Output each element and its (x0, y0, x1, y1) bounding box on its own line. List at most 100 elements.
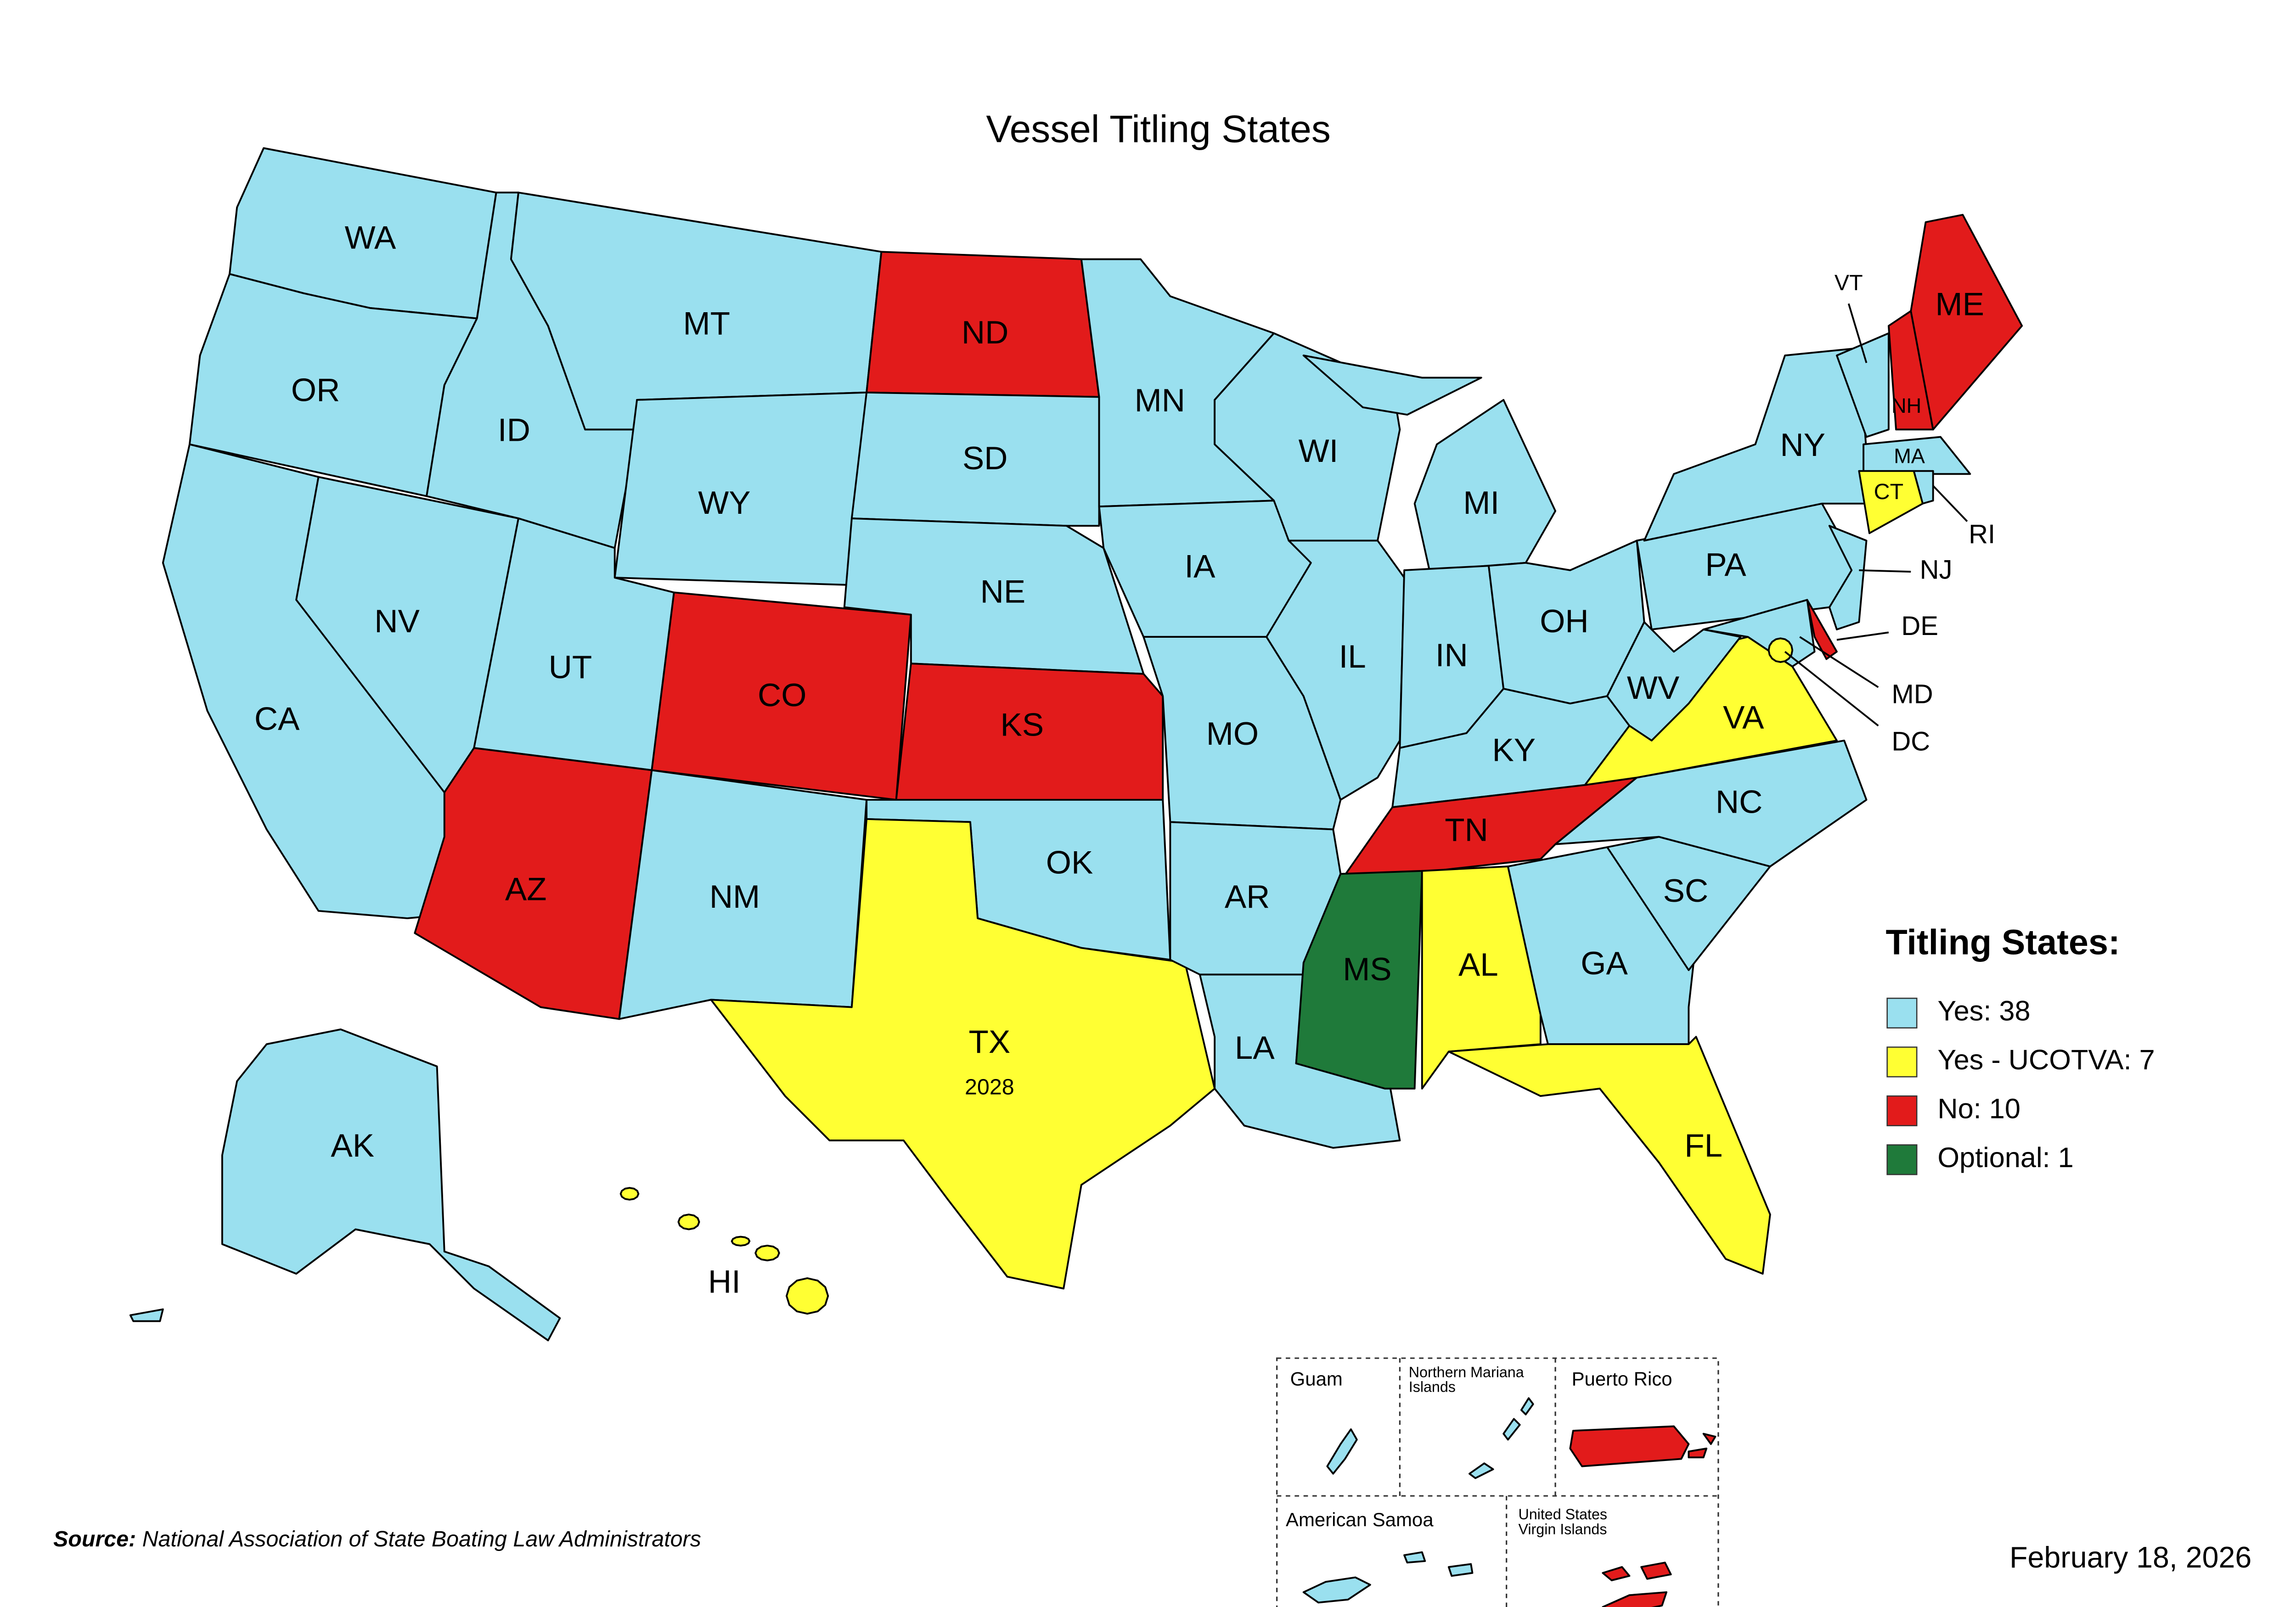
state-label: OH (1540, 603, 1588, 640)
territory-label: United States Virgin Islands (1518, 1506, 1607, 1537)
leader-line (1932, 485, 1968, 522)
legend-swatch (1886, 1046, 1918, 1078)
legend-swatch (1886, 1144, 1918, 1175)
state-shape (1836, 332, 1890, 438)
state-shape (895, 663, 1164, 801)
leader-line (1847, 303, 1868, 363)
state-label: AZ (505, 871, 547, 908)
state-label: AR (1225, 879, 1270, 915)
state-label: WI (1299, 433, 1339, 469)
state-label: MD (1891, 679, 1933, 709)
state-shape (1828, 525, 1868, 630)
leader-line (1859, 569, 1911, 573)
state-shape (129, 1028, 561, 1342)
state-shape (1266, 539, 1405, 801)
state-label: CA (254, 701, 300, 737)
territory-label-line: United States (1518, 1506, 1607, 1523)
source-text: National Association of State Boating La… (142, 1527, 701, 1551)
state-label: TX (969, 1024, 1011, 1060)
territory-shape (1469, 1397, 1534, 1479)
state-label: GA (1581, 945, 1628, 982)
leader-line (1799, 636, 1879, 688)
state-note: 2028 (965, 1075, 1014, 1100)
state-label: WY (698, 485, 750, 521)
state-label: NJ (1920, 555, 1953, 585)
state-label: DC (1891, 727, 1930, 757)
state-label: ME (1936, 286, 1984, 322)
date: February 18, 2026 (2009, 1541, 2251, 1574)
source-label: Source: (53, 1527, 136, 1551)
territory-boxes (1276, 1357, 1719, 1607)
territory-shape (1302, 1551, 1474, 1604)
state-shape (1767, 637, 1794, 663)
state-label: MO (1206, 716, 1259, 752)
state-label: WA (345, 219, 396, 256)
state-label: CT (1874, 479, 1903, 504)
state-label: KS (1000, 707, 1044, 743)
legend-label: Yes - UCOTVA: 7 (1937, 1044, 2155, 1075)
state-label: ID (498, 412, 530, 449)
territory-label-line: Virgin Islands (1518, 1521, 1607, 1537)
state-label: NV (374, 603, 420, 640)
state-label: MT (683, 305, 730, 342)
legend-label: Optional: 1 (1937, 1142, 2073, 1173)
state-label: NE (980, 573, 1026, 610)
state-label: TN (1445, 812, 1488, 848)
state-label: UT (549, 649, 592, 686)
state-label: AK (331, 1128, 374, 1164)
leader-line (1784, 651, 1879, 727)
state-shape (1606, 621, 1742, 742)
state-label: MI (1463, 485, 1499, 521)
state-label: MS (1343, 951, 1391, 988)
state-label: PA (1705, 547, 1746, 583)
state-shape (1913, 470, 1934, 505)
state-label: OR (291, 372, 340, 409)
state-shape (1806, 599, 1838, 660)
state-label: IA (1184, 548, 1216, 584)
territory-label-line: Islands (1409, 1378, 1456, 1395)
state-label: NC (1716, 784, 1762, 820)
state-label: OK (1046, 845, 1093, 881)
state-shape (1643, 347, 1868, 542)
legend-swatch (1886, 1095, 1918, 1126)
state-label: MA (1894, 444, 1925, 468)
legend-label: No: 10 (1937, 1093, 2020, 1124)
legend-swatch (1886, 997, 1918, 1028)
territory-label: Guam (1290, 1368, 1343, 1390)
state-label: SD (962, 440, 1008, 477)
state-label: MN (1135, 382, 1185, 419)
state-label: KY (1492, 732, 1536, 768)
state-shape (1863, 436, 1971, 475)
state-label: VT (1835, 270, 1863, 295)
state-shape (1910, 214, 2023, 431)
source-note: Source: National Association of State Bo… (53, 1527, 701, 1551)
state-label: ND (962, 315, 1008, 351)
state-label: NM (709, 879, 760, 915)
state-label: NH (1891, 394, 1921, 417)
state-label: IN (1435, 637, 1468, 674)
state-label: AL (1458, 947, 1498, 983)
state-label: DE (1901, 611, 1938, 641)
territory-shape (1602, 1562, 1672, 1607)
state-label: RI (1969, 519, 1995, 549)
territory-label: American Samoa (1286, 1509, 1434, 1530)
state-label: IL (1339, 639, 1366, 675)
state-shape (710, 818, 1216, 1290)
territory-shape (1569, 1425, 1716, 1467)
state-label: LA (1235, 1030, 1275, 1066)
state-label: VA (1723, 699, 1764, 736)
territory-shape (1326, 1428, 1358, 1475)
state-shape (850, 391, 1100, 527)
legend-label: Yes: 38 (1937, 995, 2030, 1027)
state-label: NY (1780, 427, 1826, 463)
state-label: FL (1684, 1128, 1722, 1164)
state-label: WV (1627, 670, 1680, 706)
territory-label-line: Northern Mariana (1409, 1364, 1524, 1380)
state-label: CO (758, 677, 806, 714)
state-shape (1447, 1036, 1771, 1275)
states-layer (129, 147, 2023, 1342)
state-label: SC (1663, 873, 1709, 909)
territory-label: Northern Mariana Islands (1409, 1364, 1524, 1395)
territory-label: Puerto Rico (1572, 1368, 1672, 1390)
